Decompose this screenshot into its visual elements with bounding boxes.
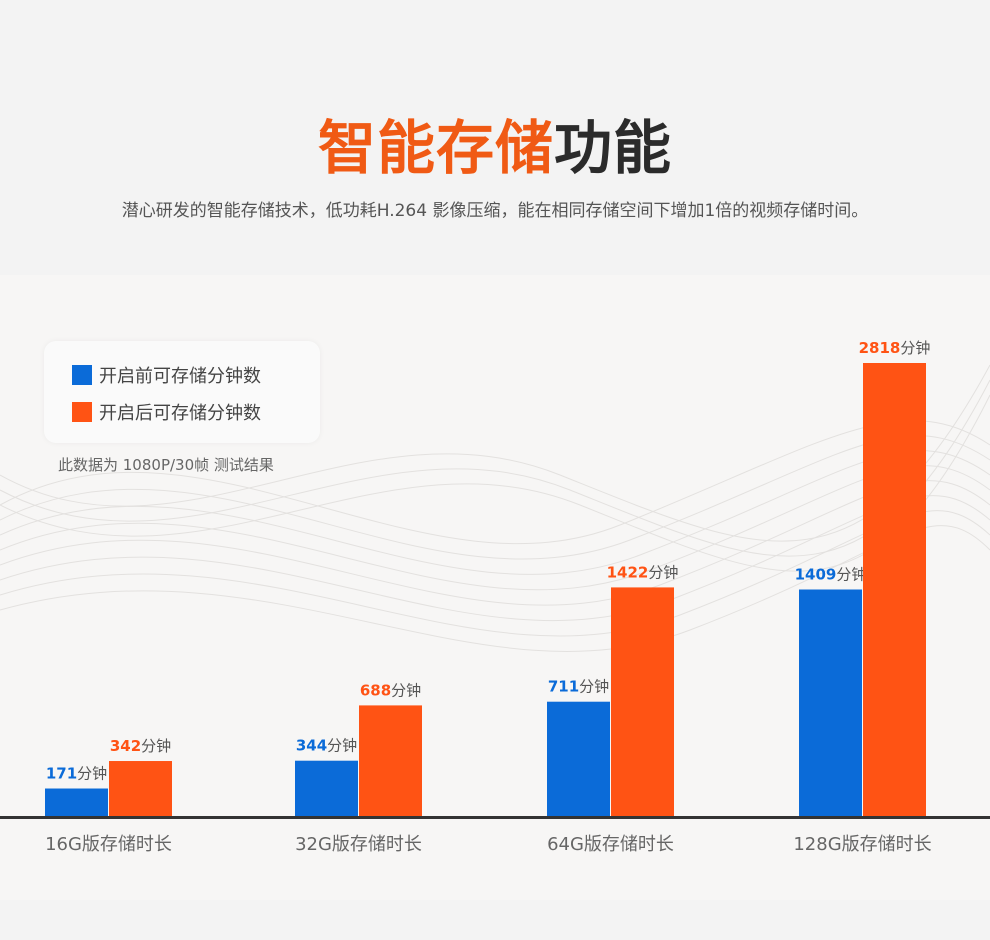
bar-before-0 <box>45 788 108 816</box>
title-accent: 智能存储 <box>317 114 554 182</box>
page-subtitle: 潜心研发的智能存储技术，低功耗H.264 影像压缩，能在相同存储空间下增加1倍的… <box>121 201 869 221</box>
header: 智能存储功能 潜心研发的智能存储技术，低功耗H.264 影像压缩，能在相同存储空… <box>0 0 990 270</box>
category-label-3: 128G版存储时长 <box>793 834 931 855</box>
bar-before-1 <box>295 760 358 816</box>
category-label-1: 32G版存储时长 <box>295 834 422 855</box>
bar-after-3 <box>863 363 926 816</box>
bar-before-3 <box>799 589 862 816</box>
legend-swatch-after <box>72 402 92 422</box>
data-label-before-3: 1409分钟 <box>795 566 867 584</box>
x-axis-line <box>0 816 990 819</box>
legend-swatch-before <box>72 365 92 385</box>
bar-before-2 <box>547 701 610 816</box>
data-label-after-0: 342分钟 <box>110 737 171 755</box>
bar-after-2 <box>611 587 674 816</box>
page-title: 智能存储功能 <box>0 108 990 188</box>
bar-after-1 <box>359 705 422 816</box>
chart-legend: 开启前可存储分钟数 开启后可存储分钟数 <box>44 341 320 443</box>
legend-label-after: 开启后可存储分钟数 <box>99 403 261 424</box>
data-label-before-1: 344分钟 <box>296 737 357 755</box>
data-label-before-0: 171分钟 <box>46 765 107 783</box>
category-label-0: 16G版存储时长 <box>45 834 172 855</box>
data-label-after-3: 2818分钟 <box>859 339 931 357</box>
data-label-after-2: 1422分钟 <box>607 563 679 581</box>
category-label-2: 64G版存储时长 <box>547 834 674 855</box>
legend-item-before: 开启前可存储分钟数 <box>72 363 261 387</box>
bar-after-0 <box>109 761 172 816</box>
data-label-before-2: 711分钟 <box>548 678 609 696</box>
data-label-after-1: 688分钟 <box>360 681 421 699</box>
title-rest: 功能 <box>554 114 673 182</box>
legend-item-after: 开启后可存储分钟数 <box>72 400 261 424</box>
legend-label-before: 开启前可存储分钟数 <box>99 366 261 387</box>
test-condition-note: 此数据为 1080P/30帧 测试结果 <box>58 456 274 474</box>
